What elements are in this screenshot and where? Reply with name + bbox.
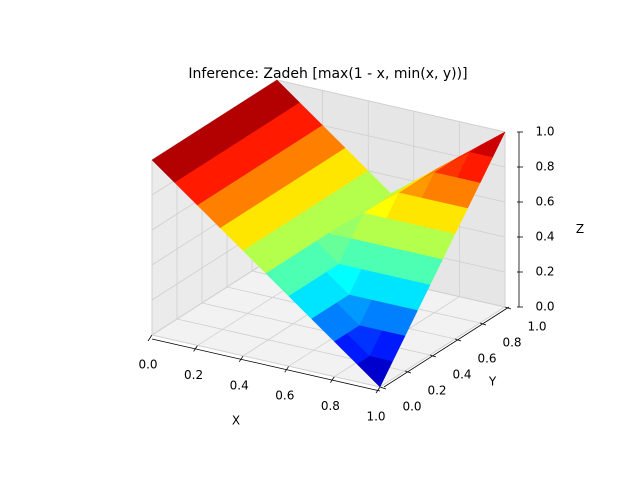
x-tick-label: 0.2 bbox=[184, 368, 203, 382]
chart-title: Inference: Zadeh [max(1 - x, min(x, y))] bbox=[188, 66, 467, 82]
z-grid-line bbox=[276, 79, 506, 133]
y-tick-label: 0.6 bbox=[477, 352, 496, 366]
y-grid-line bbox=[151, 334, 381, 388]
x-tick bbox=[375, 386, 381, 394]
z-tick-label: 0.0 bbox=[535, 300, 554, 314]
x-tick-label: 1.0 bbox=[366, 410, 385, 424]
x-tick-label: 0.0 bbox=[138, 358, 157, 372]
z-axis-label: Z bbox=[576, 222, 584, 236]
x-tick-label: 0.8 bbox=[321, 399, 340, 413]
x-axis bbox=[151, 338, 381, 392]
y-tick-label: 0.0 bbox=[402, 400, 421, 414]
x-tick bbox=[193, 345, 198, 352]
z-tick-label: 0.8 bbox=[535, 160, 554, 174]
x-tick bbox=[147, 334, 153, 342]
y-tick bbox=[379, 386, 387, 390]
x-grid-line bbox=[379, 306, 506, 388]
z-tick-label: 0.2 bbox=[535, 265, 554, 279]
y-axis-label: Y bbox=[488, 375, 497, 389]
x-tick bbox=[238, 355, 244, 363]
x-tick-label: 0.6 bbox=[275, 389, 294, 403]
z-grid-line bbox=[151, 254, 278, 336]
z-tick-label: 0.6 bbox=[535, 195, 554, 209]
y-axis bbox=[383, 306, 510, 388]
y-tick-label: 0.8 bbox=[502, 336, 521, 350]
y-tick-label: 0.4 bbox=[452, 368, 471, 382]
z-tick-label: 0.4 bbox=[535, 230, 554, 244]
x-tick bbox=[284, 365, 290, 373]
x-tick bbox=[330, 376, 335, 383]
x-axis-label: X bbox=[232, 414, 240, 428]
surface-facet bbox=[356, 356, 393, 388]
z-tick-label: 1.0 bbox=[535, 125, 554, 139]
y-tick-label: 1.0 bbox=[527, 320, 546, 334]
x-tick-label: 0.4 bbox=[230, 378, 249, 392]
y-tick-label: 0.2 bbox=[427, 384, 446, 398]
